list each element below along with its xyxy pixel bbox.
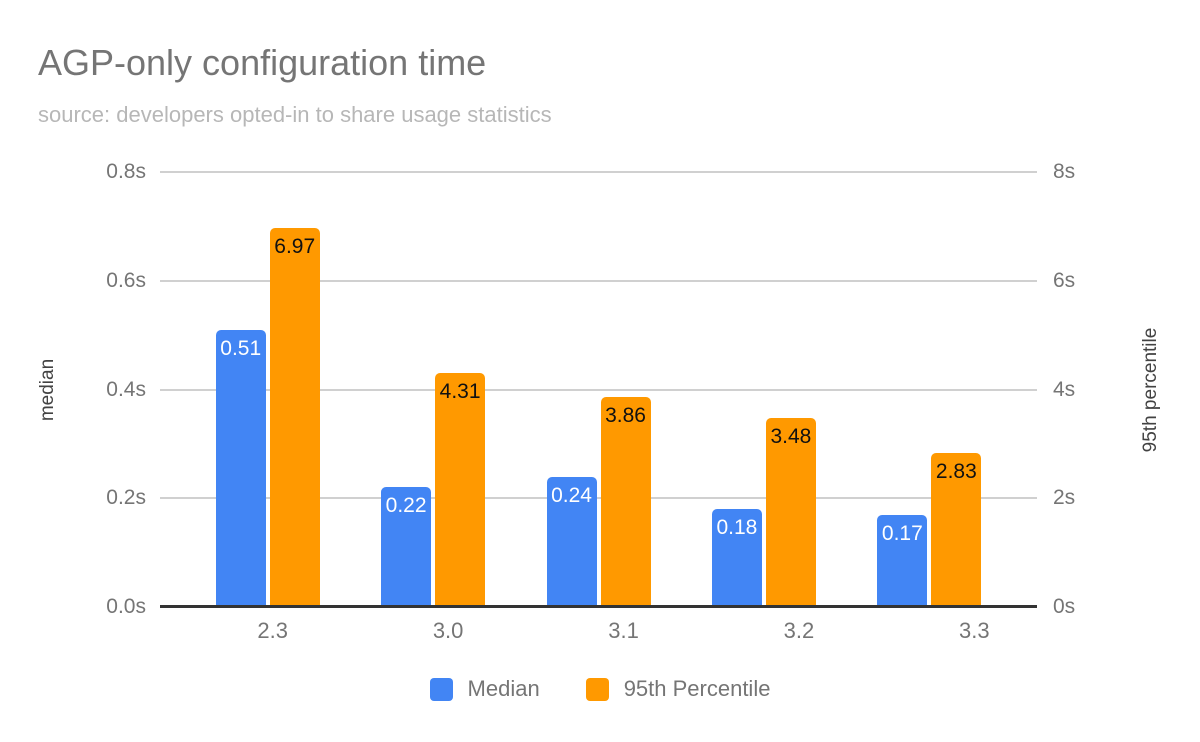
category-axis: 2.3 3.0 3.1 3.2 3.3	[160, 618, 1087, 644]
bar-value-label: 0.22	[385, 494, 427, 518]
left-axis-tick-label: 0.2s	[106, 486, 146, 510]
bar-value-label: 4.31	[439, 379, 481, 403]
category-label-3.2: 3.2	[783, 618, 815, 643]
right-axis-tick-label: 6s	[1053, 268, 1076, 292]
bar-value-label: 3.86	[605, 404, 646, 428]
bar-95th-percentile-3.3[interactable]: 2.83	[931, 453, 982, 607]
bar-value-label: 0.51	[220, 336, 262, 360]
legend-label: 95th Percentile	[623, 676, 771, 701]
right-axis-tick-label: 2s	[1053, 486, 1076, 510]
bar-value-label: 2.83	[935, 460, 977, 484]
bar-group-3.0: 0.22 4.31	[350, 172, 515, 607]
category-label-3.1: 3.1	[608, 618, 639, 643]
left-axis-tick-label: 0.0s	[106, 595, 146, 618]
bar-group-3.2: 0.18 3.48	[681, 172, 846, 607]
right-axis-tick-label: 8s	[1053, 160, 1076, 183]
bar-group-3.1: 0.24 3.86	[516, 172, 681, 607]
bars-row: 0.51 6.97 0.22 4.31 0.24 3.86 0.18 3.48 0.17 2.83	[160, 172, 1037, 607]
category-label-3.0: 3.0	[432, 618, 464, 643]
bar-group-3.3: 0.17 2.83	[847, 172, 1012, 607]
left-axis-title: median	[37, 358, 58, 421]
bar-group-2.3: 0.51 6.97	[185, 172, 350, 607]
left-axis-tick-label: 0.4s	[106, 377, 146, 401]
right-axis-tick-label: 0s	[1053, 595, 1076, 618]
x-axis-baseline	[160, 605, 1037, 608]
right-axis-tick-label: 4s	[1053, 377, 1076, 401]
left-axis-tick-label: 0.8s	[106, 160, 146, 183]
chart-title: AGP-only configuration time	[38, 42, 487, 83]
bar-95th-percentile-2.3[interactable]: 6.97	[269, 228, 320, 607]
bar-value-label: 0.17	[881, 521, 923, 545]
legend-swatch-icon	[429, 677, 453, 701]
grid-line	[160, 171, 1037, 173]
grid-line	[160, 388, 1037, 391]
bar-median-3.3[interactable]: 0.17	[877, 514, 928, 607]
left-axis-tick-label: 0.6s	[106, 268, 146, 292]
bar-95th-percentile-3.1[interactable]: 3.86	[600, 397, 651, 607]
legend: Median 95th Percentile	[0, 676, 1200, 702]
bar-value-label: 0.18	[716, 516, 758, 540]
chart-subtitle: source: developers opted-in to share usa…	[38, 102, 552, 127]
bar-median-2.3[interactable]: 0.51	[215, 329, 266, 607]
legend-item-95th-percentile: 95th Percentile	[585, 676, 771, 702]
grid-line	[160, 279, 1037, 282]
bar-median-3.1[interactable]: 0.24	[546, 476, 597, 607]
bar-95th-percentile-3.0[interactable]: 4.31	[435, 372, 486, 607]
bar-median-3.0[interactable]: 0.22	[381, 487, 432, 607]
grid-line	[160, 497, 1037, 500]
bar-95th-percentile-3.2[interactable]: 3.48	[765, 417, 816, 607]
bar-value-label: 0.24	[551, 483, 592, 507]
right-axis-title: 95th percentile	[1140, 327, 1161, 452]
legend-swatch-icon	[585, 677, 609, 701]
bar-value-label: 6.97	[274, 235, 316, 259]
legend-label: Median	[467, 676, 540, 701]
plot-area: median 95th percentile 0.51 6.97 0.22 4.31 0…	[37, 160, 1161, 618]
category-label-2.3: 2.3	[257, 618, 288, 643]
bar-value-label: 3.48	[770, 424, 812, 448]
category-label-3.3: 3.3	[959, 618, 990, 643]
legend-item-median: Median	[429, 676, 540, 702]
bar-median-3.2[interactable]: 0.18	[711, 509, 762, 607]
